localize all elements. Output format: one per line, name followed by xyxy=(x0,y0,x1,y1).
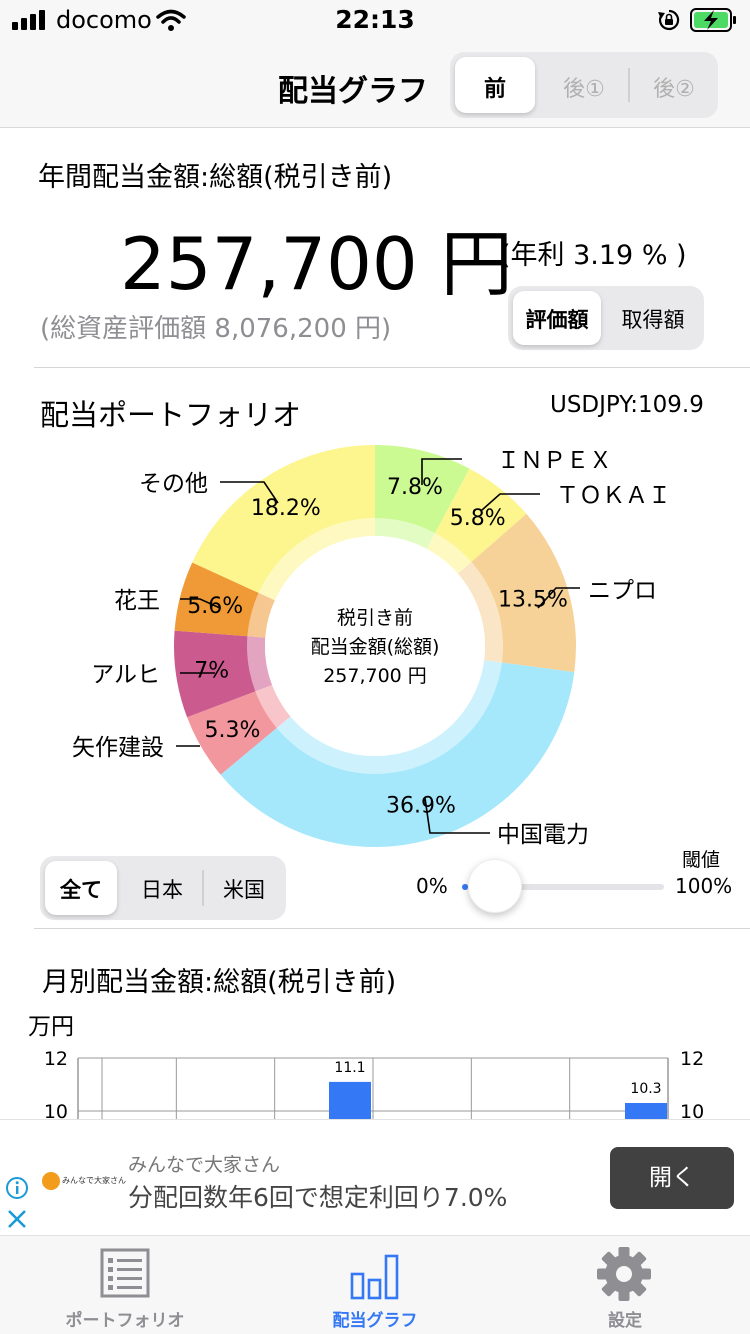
bar-chart-icon xyxy=(350,1254,399,1300)
fx-rate: USDJPY:109.9 xyxy=(550,392,704,418)
threshold-max-label: 100% xyxy=(675,874,733,898)
monthly-unit-label: 万円 xyxy=(28,1014,74,1040)
scenario-segmented-control: 前 後① 後② xyxy=(450,52,718,118)
threshold-slider-fill xyxy=(462,884,468,890)
ad-headline: 分配回数年6回で想定利回り7.0% xyxy=(128,1183,508,1212)
slice-percent-yahagi: 5.3% xyxy=(205,718,261,743)
filter-japan[interactable]: 日本 xyxy=(141,878,183,902)
portfolio-heading: 配当ポートフォリオ xyxy=(40,398,302,432)
donut-hole xyxy=(265,536,485,756)
annual-dividend-heading: 年間配当金額:総額(税引き前) xyxy=(38,162,393,193)
slice-name-kao: 花王 xyxy=(114,588,160,614)
wifi-icon xyxy=(156,9,186,31)
dividend-portfolio-donut-chart: 7.8%5.8%13.5%36.9%5.3%7%5.6%18.2%ＩＮＰＥＸＴＯ… xyxy=(72,445,671,848)
tab-bar: ポートフォリオ 配当グラフ 設定 xyxy=(0,1236,750,1334)
valuation-toggle: 評価額 取得額 xyxy=(508,286,704,350)
slice-inpex[interactable] xyxy=(375,445,470,549)
monthly-dividend-bar-chart: 12 12 10 10 11.1 10.3 xyxy=(44,1048,704,1120)
slice-percent-chugoku-electric: 36.9% xyxy=(386,794,456,819)
divider xyxy=(34,928,750,929)
slice-name-nipro: ニプロ xyxy=(588,578,657,604)
ad-banner[interactable]: みんなで大家さん みんなで大家さん 分配回数年6回で想定利回り7.0% 開く xyxy=(0,1119,750,1236)
threshold-label: 閾値 xyxy=(682,849,721,871)
donut-center-text: 税引き前 配当金額(総額) 257,700 円 xyxy=(275,604,475,691)
toggle-market-value[interactable]: 評価額 xyxy=(525,308,589,332)
tab-dividend-graph[interactable]: 配当グラフ xyxy=(300,1236,450,1334)
annual-dividend-amount: 257,700 円 xyxy=(120,222,513,306)
filter-us[interactable]: 米国 xyxy=(223,878,265,902)
battery-icon xyxy=(690,8,736,32)
tab-settings-label: 設定 xyxy=(608,1311,642,1331)
gear-icon xyxy=(597,1247,651,1301)
yield-text: (年利 3.19 % ) xyxy=(500,240,687,271)
y-tick-right-10: 10 xyxy=(680,1101,704,1120)
slice-name-aruhi: アルヒ xyxy=(91,662,160,688)
slice-chugoku-electric[interactable] xyxy=(220,660,575,848)
leader-line-others xyxy=(220,481,279,504)
bar-10.3[interactable] xyxy=(625,1103,667,1120)
slice-kao[interactable] xyxy=(174,562,275,638)
slice-percent-nipro: 13.5% xyxy=(498,587,568,612)
leader-line-nipro xyxy=(537,587,580,609)
slice-percent-inpex: 7.8% xyxy=(387,475,443,500)
leader-line-chugoku-electric xyxy=(424,797,490,834)
y-tick-left-10: 10 xyxy=(44,1101,68,1120)
segment-before[interactable]: 前 xyxy=(483,77,506,102)
tab-portfolio[interactable]: ポートフォリオ xyxy=(40,1236,210,1334)
total-assets-text: (総資産評価額 8,076,200 円) xyxy=(40,314,392,344)
advertiser-logo xyxy=(42,1172,60,1190)
clock: 22:13 xyxy=(335,5,415,34)
threshold-slider-track[interactable] xyxy=(462,884,664,890)
segment-after-2[interactable]: 後② xyxy=(653,77,695,102)
list-icon xyxy=(100,1248,150,1298)
bar-label-11.1: 11.1 xyxy=(334,1060,365,1076)
bar-11.1[interactable] xyxy=(329,1081,371,1120)
filter-all[interactable]: 全て xyxy=(60,878,102,902)
slice-aruhi[interactable] xyxy=(174,630,273,718)
ad-open-button[interactable]: 開く xyxy=(610,1147,734,1209)
tab-dividend-graph-label: 配当グラフ xyxy=(332,1311,418,1331)
y-tick-left-12: 12 xyxy=(44,1048,68,1070)
center-line-1: 税引き前 xyxy=(336,607,413,629)
leader-line-tokai xyxy=(481,493,540,511)
advertiser-name: みんなで大家さん xyxy=(128,1154,281,1176)
threshold-slider-thumb[interactable] xyxy=(468,859,522,913)
y-tick-right-12: 12 xyxy=(680,1048,704,1070)
tab-portfolio-label: ポートフォリオ xyxy=(65,1311,185,1331)
slice-percent-tokai: 5.8% xyxy=(450,506,506,531)
leader-line-kao xyxy=(180,598,221,609)
monthly-dividend-heading: 月別配当金額:総額(税引き前) xyxy=(42,967,397,998)
center-line-2: 配当金額(総額) xyxy=(310,636,440,658)
carrier-name: docomo xyxy=(56,6,152,34)
slice-name-others: その他 xyxy=(139,471,208,497)
ad-close-icon[interactable] xyxy=(6,1208,28,1230)
slice-yahagi[interactable] xyxy=(187,685,291,775)
tab-settings[interactable]: 設定 xyxy=(560,1236,690,1334)
slice-percent-aruhi: 7% xyxy=(194,659,229,684)
ad-info-icon[interactable] xyxy=(5,1176,29,1200)
toggle-acquisition-value[interactable]: 取得額 xyxy=(621,308,685,332)
status-bar: docomo 22:13 xyxy=(0,0,750,40)
advertiser-logo-text: みんなで大家さん xyxy=(62,1176,126,1185)
slice-name-tokai: ＴＯＫＡＩ xyxy=(556,483,671,509)
signal-icon xyxy=(12,10,45,30)
slice-nipro[interactable] xyxy=(457,513,577,673)
navigation-bar: 配当グラフ 前 後① 後② xyxy=(0,40,750,128)
rotation-lock-icon xyxy=(658,9,680,31)
leader-line-inpex xyxy=(421,458,462,485)
slice-name-yahagi: 矢作建設 xyxy=(72,735,164,761)
slice-name-chugoku-electric: 中国電力 xyxy=(497,822,589,848)
center-line-3: 257,700 円 xyxy=(323,665,427,687)
region-filter: 全て 日本 米国 xyxy=(40,856,286,920)
segment-after-1[interactable]: 後① xyxy=(563,77,605,102)
slice-name-inpex: ＩＮＰＥＸ xyxy=(497,448,612,474)
threshold-min-label: 0% xyxy=(416,874,448,898)
bar-label-10.3: 10.3 xyxy=(630,1081,661,1097)
divider xyxy=(34,367,750,368)
slice-percent-others: 18.2% xyxy=(251,496,321,521)
slice-others[interactable] xyxy=(192,445,375,601)
page-title: 配当グラフ xyxy=(278,74,428,109)
slice-tokai[interactable] xyxy=(426,468,527,574)
